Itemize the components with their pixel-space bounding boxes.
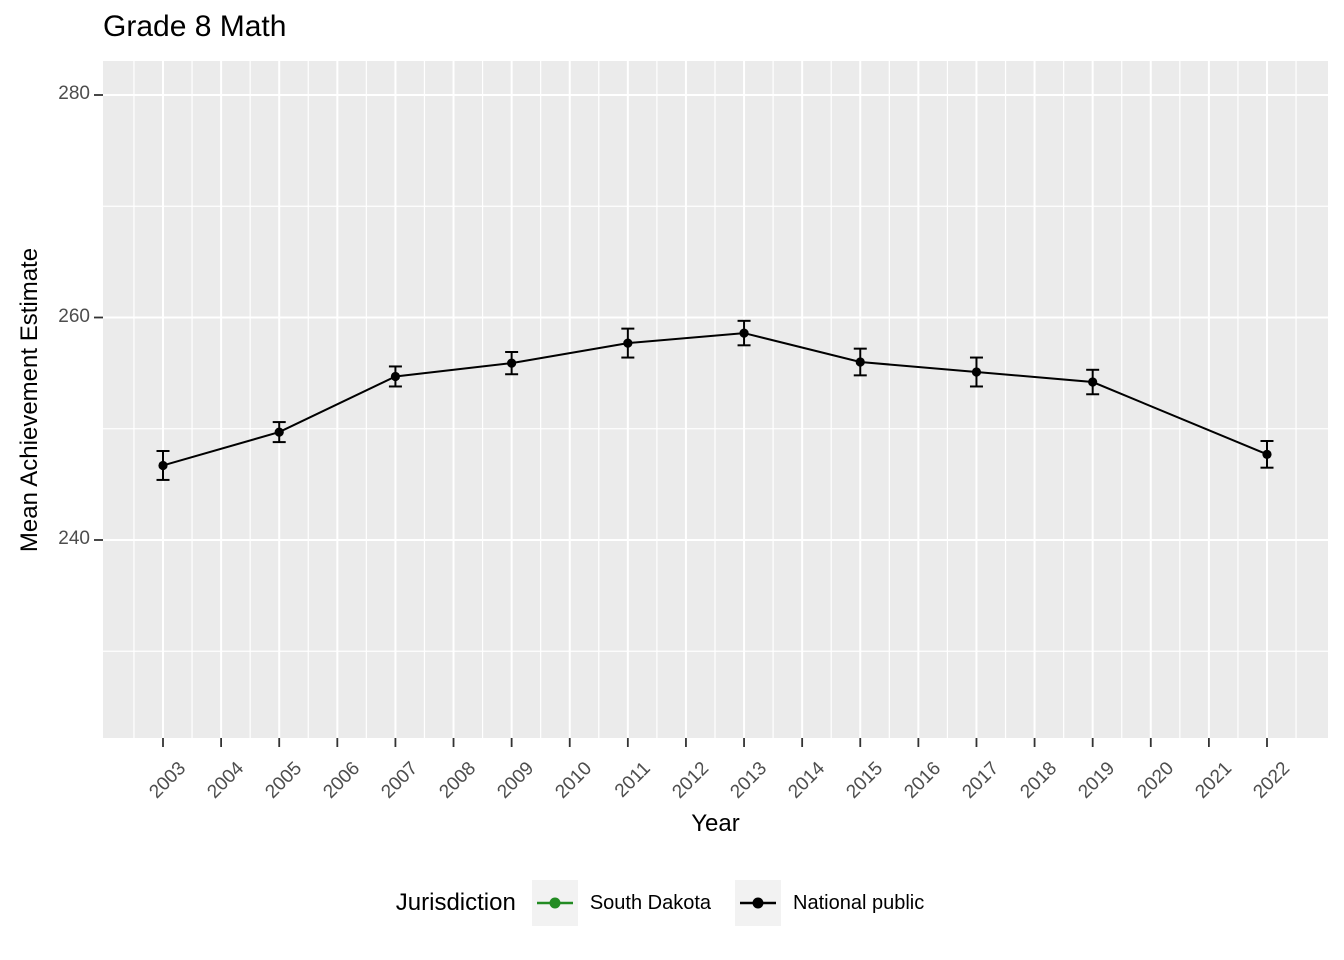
data-point-2003 xyxy=(158,460,168,471)
data-point-2013 xyxy=(739,328,749,338)
data-point-2019 xyxy=(1088,377,1098,387)
data-point-2011 xyxy=(623,338,633,348)
x-axis-title: Year xyxy=(691,810,740,837)
data-point-2007 xyxy=(390,371,401,382)
data-point-2009 xyxy=(507,358,517,368)
legend-key-south-dakota xyxy=(531,880,578,926)
legend-entry-south-dakota: South Dakota xyxy=(531,880,735,926)
series-line-national-public xyxy=(162,332,1268,467)
y-axis-title: Mean Achievement Estimate xyxy=(16,247,43,553)
legend-entry-national-public: National public xyxy=(735,880,948,926)
legend-label-national-public: National public xyxy=(793,891,925,914)
data-point-2005 xyxy=(274,427,284,437)
legend-point xyxy=(549,897,561,909)
legend-point xyxy=(752,897,764,909)
chart-title: Grade 8 Math xyxy=(103,10,287,43)
legend-key-national-public xyxy=(735,880,782,926)
legend: Jurisdiction South Dakota National publi… xyxy=(0,880,1344,926)
data-point-2022 xyxy=(1262,449,1272,459)
line-point-glyph-icon xyxy=(536,897,573,909)
legend-title: Jurisdiction xyxy=(395,889,516,916)
data-point-2017 xyxy=(971,367,982,377)
legend-label-south-dakota: South Dakota xyxy=(589,891,712,914)
data-point-2015 xyxy=(855,357,865,367)
line-point-glyph-icon xyxy=(740,897,777,909)
